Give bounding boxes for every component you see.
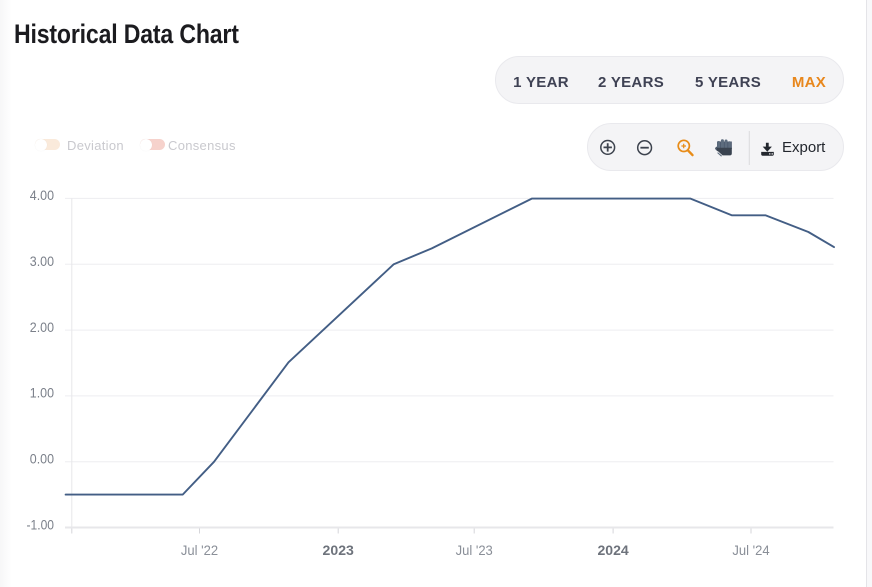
svg-text:2024: 2024: [597, 542, 629, 558]
svg-text:2.00: 2.00: [30, 319, 54, 335]
svg-text:Jul '24: Jul '24: [732, 542, 769, 558]
svg-text:-1.00: -1.00: [27, 516, 55, 532]
svg-text:0.00: 0.00: [30, 451, 54, 467]
svg-text:3.00: 3.00: [30, 253, 54, 269]
svg-text:1.00: 1.00: [30, 385, 54, 401]
svg-text:4.00: 4.00: [30, 187, 54, 203]
svg-text:Jul '22: Jul '22: [181, 542, 218, 558]
svg-text:Jul '23: Jul '23: [456, 542, 493, 558]
svg-text:2023: 2023: [323, 542, 355, 558]
